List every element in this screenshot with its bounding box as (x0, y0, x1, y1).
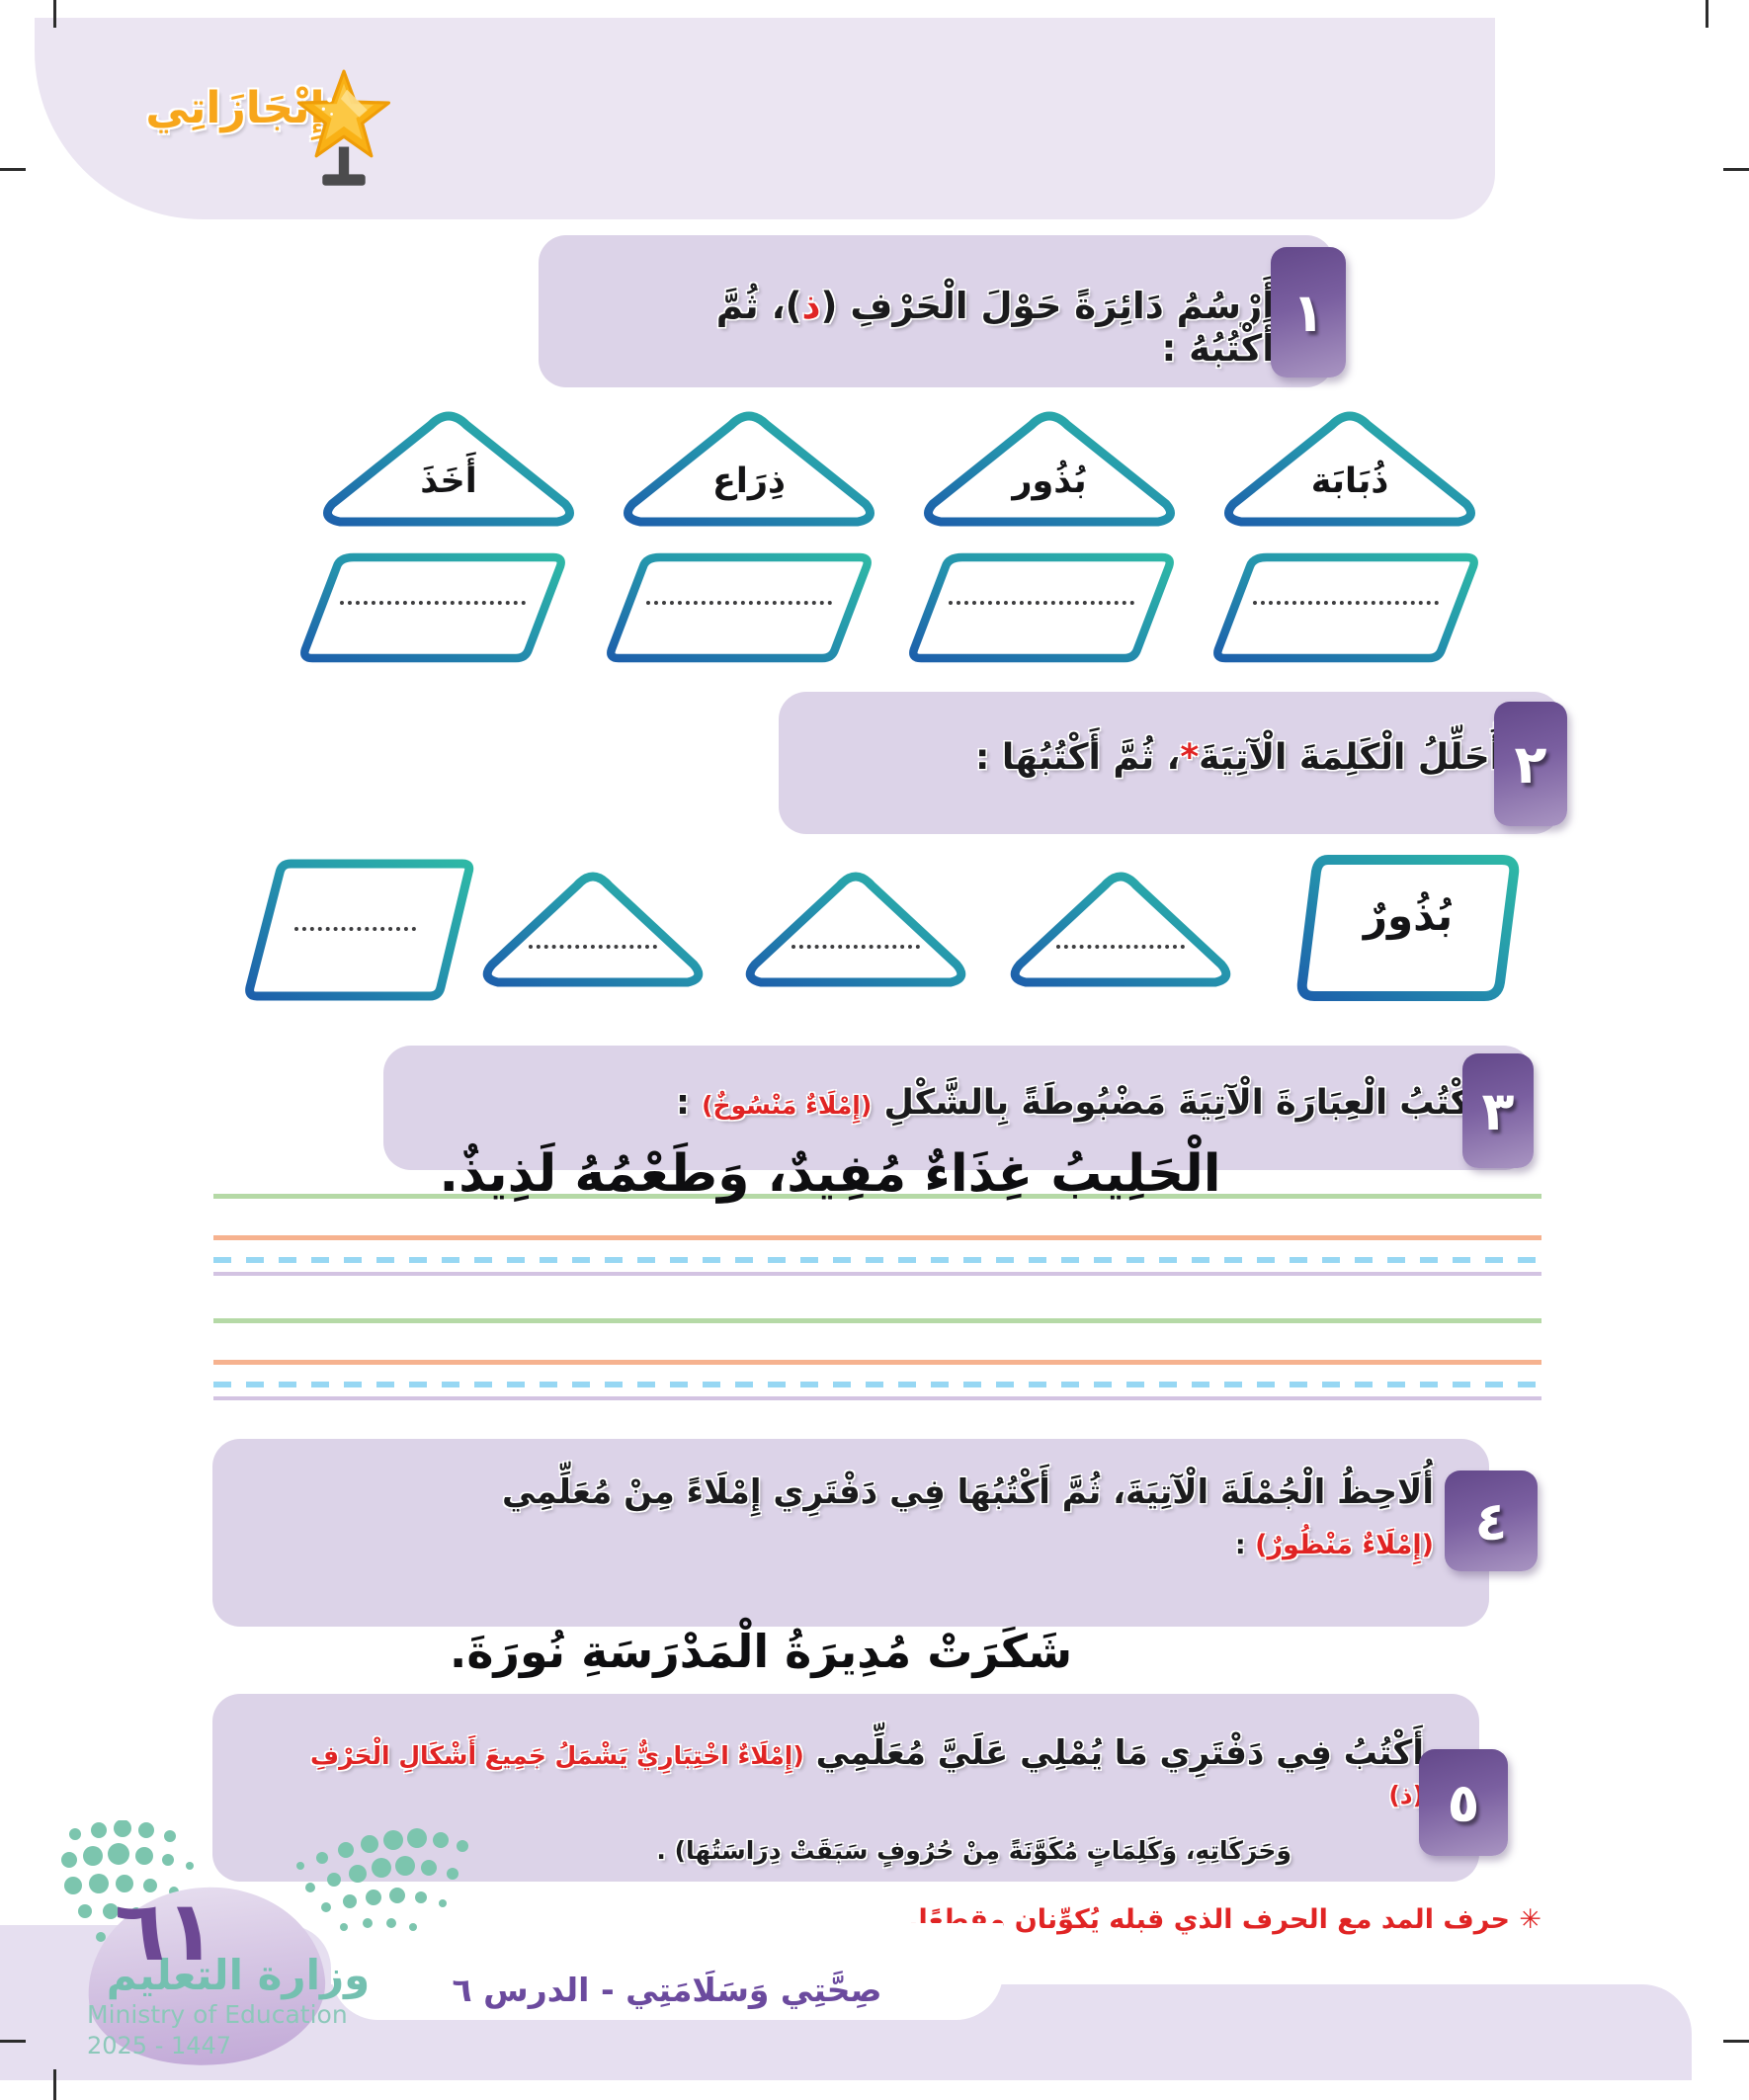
exercise-2-banner: أُحَلِّلُ الْكَلِمَةَ الْآتِيَةَ*، ثُمَّ… (779, 692, 1561, 834)
exercise-1-instruction: أَرْسُمُ دَائِرَةً حَوْلَ الْحَرْفِ (ذ)،… (539, 235, 1334, 370)
guide-line-green (213, 1194, 1541, 1199)
footnote-text: حرف المد مع الحرف الذي قبله يُكوِّنان مق… (908, 1904, 1520, 1935)
exercise-4-instruction: أُلَاحِظُ الْجُمْلَةَ الْآتِيَةَ، ثُمَّ … (212, 1439, 1489, 1512)
edition-years: 2025 - 1447 (87, 2032, 232, 2059)
guide-line-green (213, 1318, 1541, 1323)
source-word-box: بُذُورٌ (1292, 852, 1524, 1004)
answer-dotted-line[interactable] (340, 600, 526, 605)
ministry-logo-arabic: وزارة التعليم (106, 1951, 371, 1999)
exercise-3-instruction: أَكْتُبُ الْعِبَارَةَ الْآتِيَةَ مَضْبُو… (383, 1046, 1532, 1123)
copy-sentence: الْحَلِيبُ غِذَاءٌ مُفِيدٌ، وَطَعْمُهُ ل… (439, 1144, 1221, 1204)
guide-line-salmon (213, 1235, 1541, 1240)
answer-dotted-line[interactable] (1253, 600, 1439, 605)
word-label: بُذُورٌ (1363, 891, 1454, 941)
answer-dotted-line[interactable] (646, 600, 832, 605)
instruction-text: أَكْتُبُ الْعِبَارَةَ الْآتِيَةَ مَضْبُو… (872, 1083, 1482, 1123)
answer-box[interactable] (603, 549, 875, 666)
word-label: بُذُور (1012, 461, 1087, 501)
answer-box[interactable] (1209, 549, 1482, 666)
guide-line-lavender (213, 1272, 1541, 1276)
exercise-number: ١ (1291, 281, 1325, 344)
instruction-text: : (675, 1083, 703, 1123)
writing-lines-group[interactable] (213, 1318, 1541, 1409)
exercise-4-note: (إِمْلَاءٌ مَنْظُورٌ) : (212, 1512, 1489, 1560)
answer-dotted-line[interactable] (949, 600, 1134, 605)
dictation-type-note: (إِمْلَاءٌ مَنْسُوخٌ) (702, 1091, 873, 1120)
ministry-logo-dots-icon (61, 1820, 468, 1970)
instruction-text: أُلَاحِظُ الْجُمْلَةَ الْآتِيَةَ، ثُمَّ … (501, 1472, 1434, 1512)
word-triangle: ذِرَاع (615, 401, 883, 532)
exercise-2-instruction: أُحَلِّلُ الْكَلِمَةَ الْآتِيَةَ*، ثُمَّ… (779, 692, 1561, 778)
word-label: ذِرَاع (711, 461, 787, 501)
page-number: ٦١ (115, 1883, 216, 1979)
answer-dotted-line[interactable] (1056, 944, 1185, 949)
dictation-type-note: (إِمْلَاءٌ مَنْظُورٌ) (1255, 1530, 1434, 1560)
star-trophy-icon (296, 69, 391, 186)
exercise-3-number-badge: ٣ (1462, 1053, 1534, 1168)
answer-box[interactable] (905, 549, 1178, 666)
instruction-text: أَكْتُبُ فِي دَفْتَرِي مَا يُمْلِي عَلَي… (803, 1733, 1424, 1773)
ministry-logo-english: Ministry of Education (87, 2000, 348, 2029)
exercise-5-banner: أَكْتُبُ فِي دَفْتَرِي مَا يُمْلِي عَلَي… (212, 1694, 1479, 1882)
guide-line-dashed-blue (213, 1257, 1541, 1263)
exercise-2-number-badge: ٢ (1494, 702, 1567, 826)
exercise-4-number-badge: ٤ (1445, 1470, 1538, 1571)
page-title: إِنْجَازَاتِي (145, 83, 325, 133)
answer-dotted-line[interactable] (529, 944, 657, 949)
answer-box[interactable] (243, 856, 476, 1004)
exercise-3-banner: أَكْتُبُ الْعِبَارَةَ الْآتِيَةَ مَضْبُو… (383, 1046, 1532, 1170)
footer-lesson-label: صِحَّتِي وَسَلَامَتِي - الدرس ٦ (452, 1971, 882, 2009)
exercise-5-note-line2: وَحَرَكَاتِهِ، وَكَلِمَاتٍ مُكَوَّنَةً م… (656, 1836, 1291, 1865)
footer-lesson-pill (331, 1923, 1003, 2020)
guide-line-dashed-blue (213, 1382, 1541, 1387)
exercise-number: ٣ (1481, 1079, 1515, 1142)
target-letter: ذ (801, 285, 821, 327)
instruction-text: : (1234, 1530, 1256, 1560)
crop-mark (1706, 0, 1708, 28)
exercise-5-instruction: أَكْتُبُ فِي دَفْتَرِي مَا يُمْلِي عَلَي… (212, 1694, 1479, 1812)
guide-line-salmon (213, 1360, 1541, 1365)
exercise-number: ٤ (1474, 1489, 1508, 1553)
crop-mark (1723, 168, 1749, 171)
exercise-number: ٢ (1514, 732, 1547, 796)
guide-line-lavender (213, 1396, 1541, 1400)
crop-mark (53, 2069, 56, 2100)
exercise-1-banner: أَرْسُمُ دَائِرَةً حَوْلَ الْحَرْفِ (ذ)،… (539, 235, 1334, 387)
crop-mark (1723, 2040, 1749, 2043)
crop-mark (53, 0, 56, 28)
syllable-triangle[interactable] (737, 860, 974, 992)
word-triangle: أَخَذَ (314, 401, 583, 532)
writing-lines-group[interactable] (213, 1194, 1541, 1285)
answer-box[interactable] (296, 549, 569, 666)
word-label: ذُبَابَة (1310, 461, 1389, 501)
instruction-text: ، ثُمَّ أَكْتُبُهَا : (974, 737, 1181, 778)
instruction-text: أَرْسُمُ دَائِرَةً حَوْلَ الْحَرْفِ ( (820, 285, 1275, 327)
exercise-5-number-badge: ٥ (1419, 1749, 1508, 1856)
exercise-number: ٥ (1447, 1771, 1480, 1834)
footnote-asterisk: * (1180, 737, 1200, 778)
dictation-type-note: (إِمْلَاءٌ اخْتِبَارِيٌّ يَشْمَلُ جَمِيع… (310, 1741, 1424, 1809)
exercise-4-banner: أُلَاحِظُ الْجُمْلَةَ الْآتِيَةَ، ثُمَّ … (212, 1439, 1489, 1627)
syllable-triangle[interactable] (474, 860, 711, 992)
instruction-text: أُحَلِّلُ الْكَلِمَةَ الْآتِيَةَ (1199, 737, 1502, 778)
exercise-1-number-badge: ١ (1271, 247, 1346, 378)
crop-mark (0, 168, 26, 171)
header-band (35, 18, 1495, 219)
instruction-text: )، ثُمَّ أَكْتُبُهُ : (715, 285, 1275, 370)
word-label: أَخَذَ (420, 461, 477, 501)
answer-dotted-line[interactable] (791, 944, 920, 949)
word-triangle: بُذُور (915, 401, 1184, 532)
dictation-sentence: شَكَرَتْ مُدِيرَةُ الْمَدْرَسَةِ نُورَةَ… (449, 1625, 1073, 1678)
answer-dotted-line[interactable] (293, 927, 416, 931)
syllable-triangle[interactable] (1002, 860, 1239, 992)
crop-mark (0, 2040, 26, 2043)
footnote-marker-icon: ✳ (1519, 1904, 1541, 1935)
footnote: ✳ حرف المد مع الحرف الذي قبله يُكوِّنان … (889, 1904, 1541, 1935)
word-triangle: ذُبَابَة (1215, 401, 1484, 532)
